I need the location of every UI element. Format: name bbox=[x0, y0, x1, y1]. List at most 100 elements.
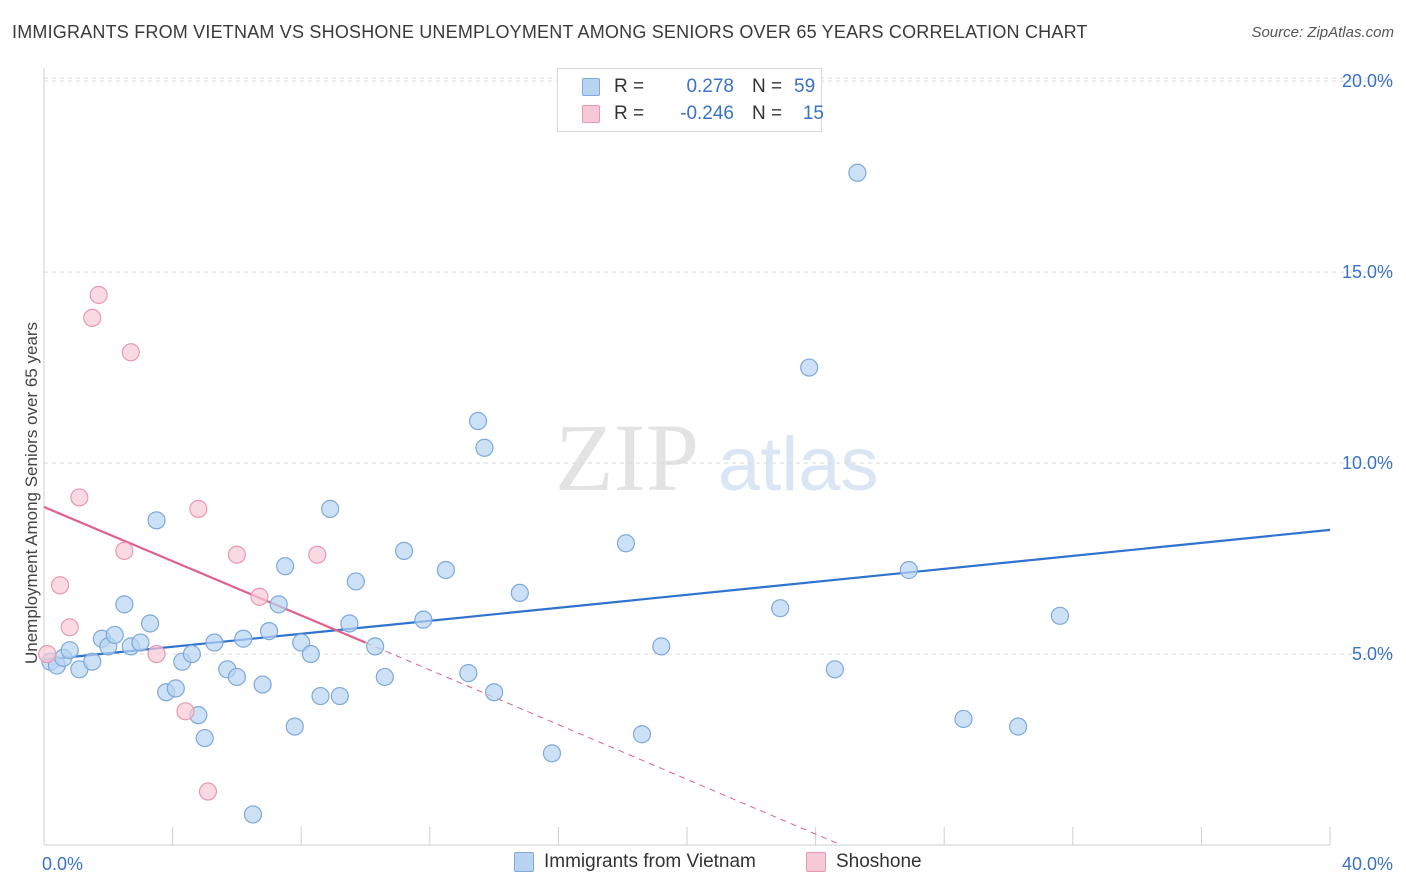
point-vietnam bbox=[147, 511, 166, 530]
y-axis-label: Unemployment Among Seniors over 65 years bbox=[22, 321, 41, 664]
point-vietnam bbox=[195, 728, 214, 748]
legend-swatch-pink bbox=[582, 105, 600, 123]
point-vietnam bbox=[253, 675, 272, 694]
point-vietnam bbox=[115, 595, 134, 614]
gridlines bbox=[44, 77, 1392, 655]
source-label: Source: ZipAtlas.com bbox=[1251, 24, 1394, 41]
chart-title: IMMIGRANTS FROM VIETNAM VS SHOSHONE UNEM… bbox=[12, 22, 1088, 42]
point-shoshone bbox=[89, 285, 108, 305]
tick-labels: 5.0% 10.0% 15.0% 20.0% 0.0% 40.0% bbox=[42, 71, 1393, 874]
point-vietnam bbox=[414, 610, 433, 629]
point-vietnam bbox=[475, 438, 494, 457]
point-vietnam bbox=[771, 599, 790, 618]
trendlines bbox=[43, 505, 1331, 846]
legend-r-value: 0.278 bbox=[686, 76, 734, 97]
bottom-legend-shoshone: Shoshone bbox=[806, 851, 922, 873]
point-vietnam bbox=[346, 572, 365, 591]
bottom-legend-vietnam: Immigrants from Vietnam bbox=[514, 851, 756, 873]
y-tick-label: 5.0% bbox=[1352, 644, 1393, 664]
point-shoshone bbox=[189, 499, 208, 518]
point-shoshone bbox=[121, 343, 140, 362]
legend-row-shoshone: R = -0.246 N = 15 bbox=[582, 102, 824, 126]
bottom-legend-swatch-blue bbox=[514, 852, 534, 872]
point-vietnam bbox=[800, 358, 819, 377]
point-vietnam bbox=[366, 637, 385, 656]
point-shoshone bbox=[308, 545, 327, 564]
point-vietnam bbox=[227, 667, 246, 687]
legend-r-label: R = bbox=[614, 76, 645, 97]
point-shoshone bbox=[70, 488, 89, 507]
point-vietnam bbox=[243, 805, 263, 824]
point-vietnam bbox=[60, 641, 79, 660]
bottom-legend-label: Shoshone bbox=[836, 851, 922, 872]
legend-r-value: -0.246 bbox=[680, 103, 734, 124]
point-shoshone bbox=[176, 702, 195, 721]
point-vietnam bbox=[954, 709, 973, 729]
point-vietnam bbox=[436, 560, 455, 580]
watermark: ZIP atlas bbox=[555, 404, 879, 511]
point-shoshone bbox=[83, 308, 102, 328]
point-vietnam bbox=[259, 622, 279, 641]
point-vietnam bbox=[825, 660, 844, 679]
point-shoshone bbox=[38, 644, 57, 664]
trendline-shoshone bbox=[43, 505, 366, 644]
point-vietnam bbox=[459, 664, 478, 683]
point-vietnam bbox=[330, 686, 349, 706]
point-shoshone bbox=[250, 587, 269, 606]
point-vietnam bbox=[1050, 606, 1070, 625]
watermark-atlas: atlas bbox=[718, 422, 879, 507]
bottom-legend-label: Immigrants from Vietnam bbox=[544, 851, 756, 872]
point-vietnam bbox=[652, 637, 671, 656]
correlation-legend: R = 0.278 N = 59 R = -0.246 N = 15 bbox=[557, 68, 824, 132]
point-vietnam bbox=[340, 614, 359, 633]
point-vietnam bbox=[311, 686, 330, 706]
y-tick-label: 20.0% bbox=[1342, 71, 1393, 91]
bottom-legend-swatch-pink bbox=[806, 852, 826, 872]
point-vietnam bbox=[276, 557, 295, 576]
point-vietnam bbox=[205, 633, 224, 652]
legend-r-label: R = bbox=[614, 103, 645, 124]
point-vietnam bbox=[321, 499, 340, 518]
trendline-shoshone-extension bbox=[365, 642, 842, 846]
point-vietnam bbox=[83, 652, 102, 671]
point-shoshone bbox=[50, 576, 70, 595]
point-vietnam bbox=[542, 744, 562, 763]
point-vietnam bbox=[285, 717, 304, 736]
x-tick-label: 0.0% bbox=[42, 854, 83, 874]
data-points bbox=[38, 163, 1070, 824]
watermark-zip: ZIP bbox=[555, 404, 699, 511]
point-vietnam bbox=[234, 629, 253, 648]
legend-n-label: N = bbox=[752, 103, 783, 124]
point-vietnam bbox=[140, 614, 160, 633]
axes bbox=[43, 68, 1331, 846]
y-tick-label: 15.0% bbox=[1342, 262, 1393, 282]
legend-n-value: 59 bbox=[794, 76, 816, 97]
point-vietnam bbox=[166, 679, 185, 698]
legend-n-label: N = bbox=[752, 76, 783, 97]
point-shoshone bbox=[198, 782, 218, 801]
trendline-vietnam bbox=[43, 528, 1331, 661]
point-vietnam bbox=[269, 595, 288, 614]
point-vietnam bbox=[616, 534, 636, 553]
point-vietnam bbox=[510, 583, 529, 603]
point-vietnam bbox=[848, 163, 867, 182]
x-tick-label: 40.0% bbox=[1342, 854, 1393, 874]
point-vietnam bbox=[632, 725, 652, 744]
legend-swatch-blue bbox=[582, 78, 600, 96]
point-vietnam bbox=[899, 560, 918, 580]
point-vietnam bbox=[1009, 717, 1028, 736]
point-vietnam bbox=[394, 541, 414, 560]
legend-n-value: 15 bbox=[802, 103, 824, 124]
legend-row-vietnam: R = 0.278 N = 59 bbox=[582, 75, 815, 99]
point-vietnam bbox=[468, 411, 488, 431]
point-vietnam bbox=[131, 633, 150, 652]
y-tick-label: 10.0% bbox=[1342, 453, 1393, 473]
point-vietnam bbox=[301, 644, 320, 664]
point-vietnam bbox=[485, 683, 504, 702]
point-vietnam bbox=[182, 644, 201, 664]
point-vietnam bbox=[105, 625, 124, 645]
point-shoshone bbox=[227, 545, 246, 564]
point-shoshone bbox=[115, 541, 134, 560]
point-shoshone bbox=[147, 644, 166, 664]
